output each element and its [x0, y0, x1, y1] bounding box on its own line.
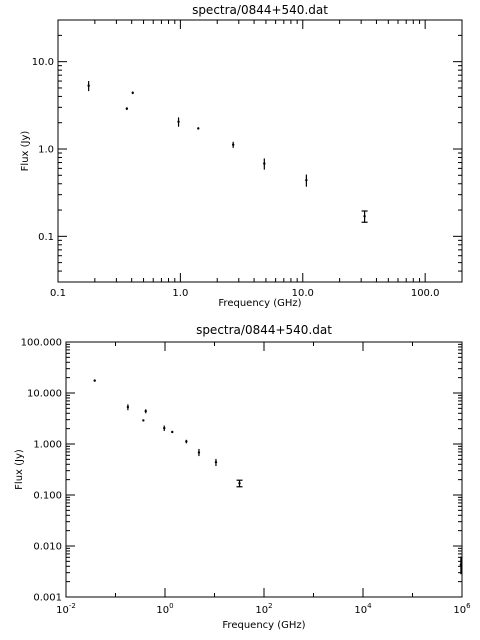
- chart2-data-point: [459, 563, 463, 566]
- chart2-data-point: [93, 379, 96, 382]
- chart1-data-point: [177, 120, 180, 123]
- chart1-data-point: [263, 162, 266, 165]
- chart1-data-point: [131, 91, 134, 95]
- chart2-y-tick-label: 0.001: [33, 593, 62, 604]
- chart2-data-point: [144, 409, 147, 413]
- chart1-x-axis-label: Frequency (GHz): [218, 298, 301, 309]
- chart1-x-tick-label: 100.0: [411, 288, 440, 299]
- chart2-y-tick-label: 100.000: [21, 338, 62, 349]
- chart2-data-point: [171, 430, 174, 434]
- chart1-data-point: [363, 215, 366, 218]
- chart2-x-tick-label: 100: [156, 602, 173, 616]
- chart1-y-axis-label: Flux (Jy): [20, 131, 31, 172]
- chart2-data-point: [126, 405, 130, 409]
- chart2-x-tick-label: 102: [255, 602, 272, 616]
- chart1-x-tick-label: 0.1: [50, 288, 66, 299]
- chart1-plot-frame: [57, 19, 463, 283]
- chart2-plot-frame: [65, 341, 463, 598]
- chart1-y-tick-label: 10.0: [32, 57, 54, 68]
- chart1-y-tick-label: 1.0: [38, 145, 54, 156]
- chart2-y-tick-label: 1.000: [33, 440, 62, 451]
- chart2-data-point: [163, 426, 166, 430]
- chart2-y-tick-label: 0.100: [33, 491, 62, 502]
- chart1-y-tick-label: 0.1: [38, 232, 54, 243]
- chart2-data-point: [142, 419, 145, 422]
- chart2-data-point: [185, 440, 188, 443]
- chart2-data-point: [197, 451, 201, 454]
- chart1-data-point: [231, 143, 235, 146]
- chart2-title: spectra/0844+540.dat: [196, 323, 332, 337]
- chart2-x-tick-label: 10-2: [56, 602, 76, 616]
- chart2-data-point: [238, 482, 241, 485]
- chart1-data-point: [197, 127, 200, 130]
- chart2-x-tick-label: 104: [354, 602, 372, 616]
- chart2-y-tick-label: 10.000: [27, 389, 62, 400]
- chart1-x-tick-label: 10.0: [292, 288, 314, 299]
- chart1-data-point: [87, 84, 90, 87]
- chart1-data-point: [305, 178, 308, 182]
- chart2-y-axis-label: Flux (Jy): [14, 449, 25, 490]
- chart1-x-tick-label: 1.0: [172, 288, 188, 299]
- chart2-y-tick-label: 0.010: [33, 542, 62, 553]
- chart1-data-point: [125, 107, 129, 110]
- chart2-x-tick-label: 106: [453, 602, 471, 616]
- chart2-x-axis-label: Frequency (GHz): [222, 620, 305, 631]
- chart2-data-point: [214, 460, 218, 464]
- chart1-title: spectra/0844+540.dat: [192, 3, 328, 17]
